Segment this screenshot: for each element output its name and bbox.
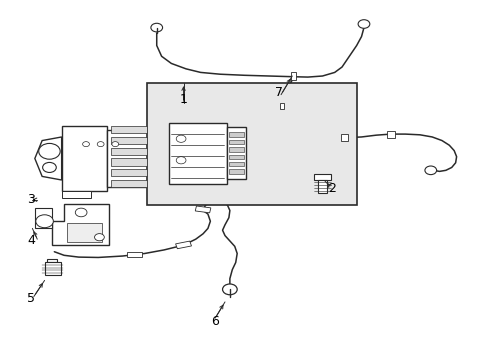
Polygon shape <box>47 259 57 262</box>
Bar <box>147 83 356 205</box>
Polygon shape <box>52 204 109 246</box>
Polygon shape <box>111 169 147 176</box>
Text: 1: 1 <box>179 93 187 106</box>
Polygon shape <box>226 127 246 179</box>
Polygon shape <box>44 262 61 275</box>
Polygon shape <box>229 140 244 144</box>
Polygon shape <box>340 134 347 141</box>
Text: 3: 3 <box>27 193 35 206</box>
Text: 5: 5 <box>27 292 35 305</box>
Circle shape <box>357 20 369 28</box>
Polygon shape <box>61 191 91 198</box>
Text: 6: 6 <box>211 315 219 328</box>
Polygon shape <box>111 158 147 166</box>
Circle shape <box>39 143 60 159</box>
Polygon shape <box>195 206 210 213</box>
Polygon shape <box>290 72 295 80</box>
Polygon shape <box>229 170 244 174</box>
Circle shape <box>94 234 104 241</box>
Text: 7: 7 <box>274 86 282 99</box>
Text: 2: 2 <box>327 183 336 195</box>
Polygon shape <box>279 103 284 109</box>
Circle shape <box>424 166 436 175</box>
Polygon shape <box>318 180 326 193</box>
Polygon shape <box>313 174 330 180</box>
Polygon shape <box>175 241 191 249</box>
Circle shape <box>151 23 162 32</box>
Circle shape <box>97 141 104 147</box>
Circle shape <box>42 162 56 172</box>
Circle shape <box>222 284 237 295</box>
Polygon shape <box>229 147 244 152</box>
Circle shape <box>82 141 89 147</box>
Polygon shape <box>386 131 394 138</box>
Polygon shape <box>111 137 147 144</box>
Circle shape <box>36 215 53 228</box>
Polygon shape <box>127 252 142 257</box>
Text: 4: 4 <box>27 234 35 247</box>
Circle shape <box>309 132 321 141</box>
Polygon shape <box>229 132 244 137</box>
Polygon shape <box>229 154 244 159</box>
Polygon shape <box>111 126 147 134</box>
Polygon shape <box>61 126 106 191</box>
Circle shape <box>75 208 87 217</box>
Polygon shape <box>35 137 61 180</box>
Polygon shape <box>106 130 149 187</box>
Polygon shape <box>66 223 102 242</box>
Polygon shape <box>168 123 226 184</box>
Circle shape <box>112 141 119 147</box>
Polygon shape <box>35 208 52 228</box>
Polygon shape <box>111 180 147 187</box>
Polygon shape <box>111 148 147 155</box>
Polygon shape <box>229 162 244 166</box>
